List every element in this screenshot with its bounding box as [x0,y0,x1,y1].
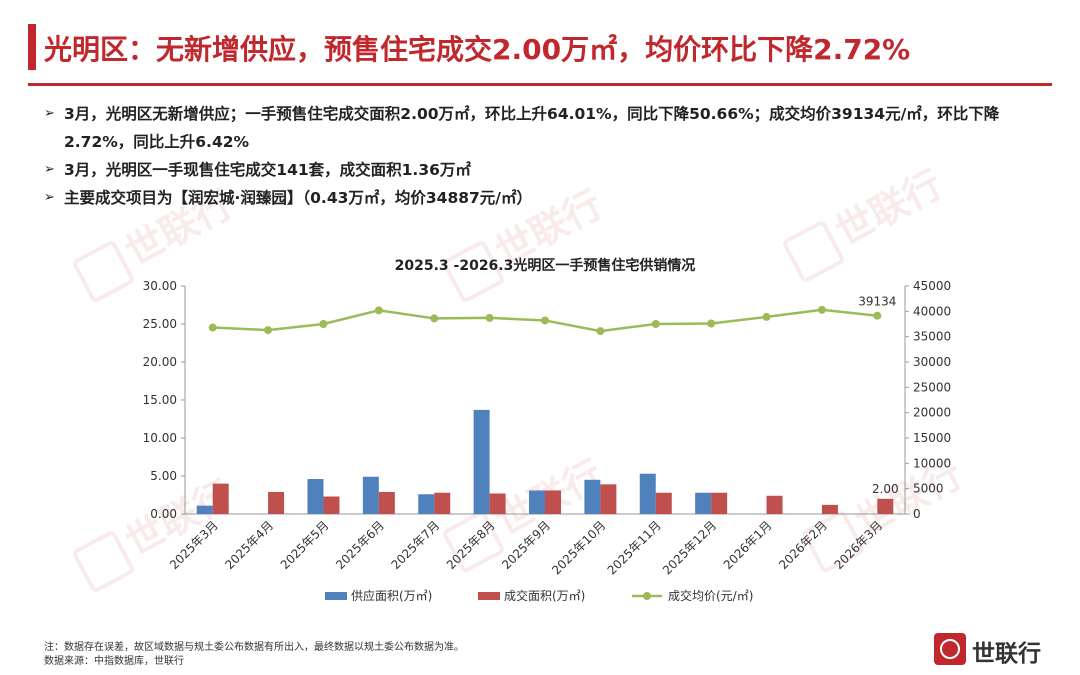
title-accent [28,24,36,70]
x-tick-label: 2025年6月 [333,518,387,572]
y-right-tick-label: 15000 [913,431,951,445]
bar-sales [378,491,395,514]
legend-label-price: 成交均价(元/㎡) [668,588,753,603]
point-price [873,311,882,320]
legend-label-supply: 供应面积(万㎡) [351,588,432,603]
logo-mark-icon [934,633,966,665]
chart-title: 2025.3 -2026.3光明区一手预售住宅供销情况 [395,257,696,274]
bar-supply [362,476,379,514]
point-price [651,320,660,328]
legend-swatch-supply [325,592,347,600]
bar-sales [655,492,672,514]
legend-label-sales: 成交面积(万㎡) [504,588,585,603]
logo-text: 世联行 [972,641,1041,667]
point-price [541,316,549,325]
point-price [707,319,716,328]
footnote-note: 注：数据存在误差，故区域数据与规土委公布数据有所出入，最终数据以规土委公布数据为… [44,642,464,653]
bar-sales [434,492,451,514]
bar-supply [639,473,656,514]
x-tick-label: 2025年10月 [549,518,608,577]
bar-sales [212,483,229,514]
bullet-item: ➢ 3月，光明区无新增供应；一手预售住宅成交面积2.00万㎡，环比上升64.01… [44,100,1034,156]
bullet-arrow-icon: ➢ [44,106,55,121]
bar-sales [711,492,728,514]
y-right-tick-label: 25000 [913,380,951,394]
y-right-tick-label: 10000 [913,456,951,470]
x-tick-label: 2025年7月 [388,518,442,572]
y-right-tick-label: 5000 [913,482,944,496]
y-left-tick-label: 5.00 [150,469,177,483]
y-left-tick-label: 20.00 [143,355,177,369]
bar-sales [489,493,506,514]
x-tick-label: 2025年11月 [605,518,664,577]
y-right-tick-label: 0 [913,507,921,521]
point-price [430,314,439,323]
bar-supply [418,494,435,514]
x-tick-label: 2025年4月 [222,518,276,572]
supply-sales-chart: 2025.3 -2026.3光明区一手预售住宅供销情况 0.00 5.00 10.00… [143,257,952,603]
bar-supply [584,479,601,514]
point-price [596,327,605,336]
y-right-tick-label: 30000 [913,355,951,369]
y-right-tick-label: 35000 [913,330,951,344]
footnote-source: 数据来源：中指数据库，世联行 [44,656,184,667]
x-tick-label: 2025年8月 [444,518,498,572]
point-price [485,313,494,322]
bar-supply [307,479,324,514]
x-tick-label: 2025年3月 [167,518,221,572]
point-price [208,323,217,332]
bar-sales [766,495,783,514]
bullet-arrow-icon: ➢ [44,190,55,205]
bar-sales [600,484,617,514]
y-left-tick-label: 0.00 [150,507,177,521]
x-tick-label: 2025年9月 [499,518,553,572]
y-left-tick-label: 10.00 [143,431,177,445]
bullet-item: ➢ 主要成交项目为【润宏城·润臻园】（0.43万㎡，均价34887元/㎡） [44,184,1034,212]
bar-supply [196,505,213,514]
title-bar: 光明区：无新增供应，预售住宅成交2.00万㎡，均价环比下降2.72% [0,0,1080,92]
y-left-tick-label: 15.00 [143,393,177,407]
page-title: 光明区：无新增供应，预售住宅成交2.00万㎡，均价环比下降2.72% [44,33,911,66]
x-tick-label: 2025年12月 [660,518,719,577]
x-tick-label: 2026年3月 [832,518,886,572]
bar-supply [529,490,545,514]
y-right-tick-label: 45000 [913,279,951,293]
legend-swatch-sales [478,592,500,600]
title-divider [28,83,1052,86]
bar-sales [877,498,894,514]
bullet-text: 3月，光明区无新增供应；一手预售住宅成交面积2.00万㎡，环比上升64.01%，… [64,105,1000,151]
bar-supply [473,409,490,514]
point-price [374,306,383,315]
bar-sales [268,491,285,514]
bullet-text: 主要成交项目为【润宏城·润臻园】（0.43万㎡，均价34887元/㎡） [64,189,532,207]
bullet-item: ➢ 3月，光明区一手现售住宅成交141套，成交面积1.36万㎡ [44,156,1034,184]
y-right-tick-label: 40000 [913,304,951,318]
y-left-tick-label: 30.00 [143,279,177,293]
y-right-tick-label: 20000 [913,406,951,420]
legend-marker-price [643,592,651,600]
point-price [817,305,826,314]
bullet-text: 3月，光明区一手现售住宅成交141套，成交面积1.36万㎡ [64,161,471,179]
bar-sales [545,490,561,514]
y-left-tick-label: 25.00 [143,317,177,331]
footnote: 注：数据存在误差，故区域数据与规土委公布数据有所出入，最终数据以规土委公布数据为… [44,641,464,669]
x-tick-label: 2026年2月 [776,518,830,572]
bullet-arrow-icon: ➢ [44,162,55,177]
point-price [264,326,273,335]
bar-sales [821,504,838,514]
x-tick-label: 2026年1月 [721,518,775,572]
data-label-sales: 2.00 [872,482,899,496]
bar-supply [695,492,712,514]
bar-sales [323,496,340,514]
point-price [319,320,328,328]
summary-bullets: ➢ 3月，光明区无新增供应；一手预售住宅成交面积2.00万㎡，环比上升64.01… [44,100,1034,212]
data-label-price: 39134 [858,295,896,309]
x-tick-label: 2025年5月 [278,518,332,572]
point-price [762,312,771,321]
